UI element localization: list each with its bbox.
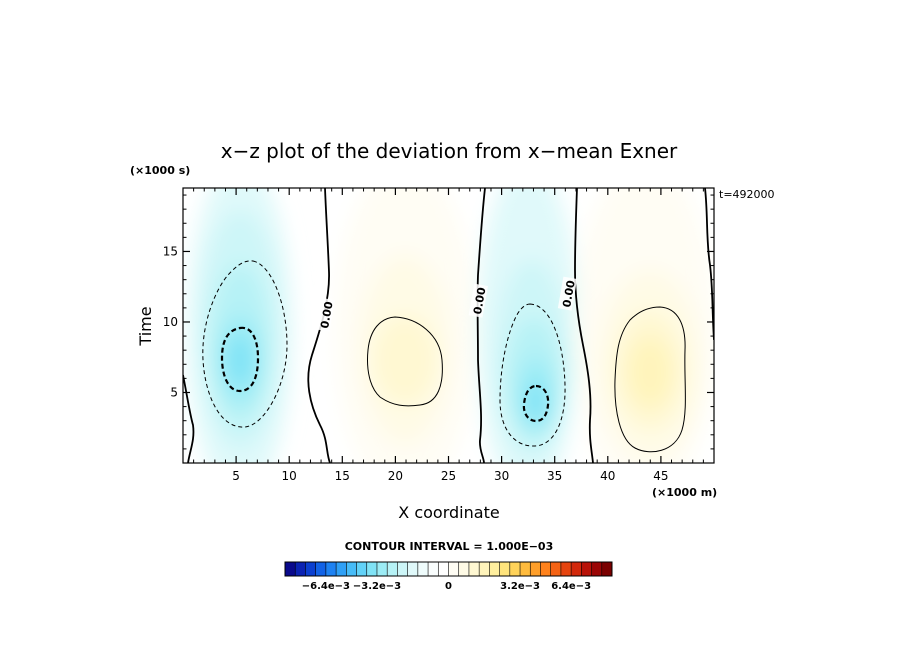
colorbar-swatch (397, 562, 408, 576)
y-unit-label: (×1000 s) (130, 164, 190, 177)
contour-neg-1a (202, 260, 288, 428)
colorbar-labels: −6.4e−3 −3.2e−3 0 3.2e−3 6.4e−3 (302, 581, 591, 592)
colorbar-swatch (571, 562, 582, 576)
colorbar-swatch (366, 562, 378, 576)
y-tick-label: 5 (170, 385, 178, 399)
colorbar-swatch (407, 562, 419, 576)
contour-pos-2 (614, 306, 686, 453)
contour-label-text: 0.00 (471, 286, 489, 315)
colorbar-swatch (479, 562, 490, 576)
contour-neg-2a (499, 303, 566, 447)
x-axis-label: X coordinate (398, 503, 499, 522)
contour-zero-2 (476, 188, 486, 463)
contour-labels: 0.00 0.00 0.00 (315, 276, 578, 332)
x-tick-label: 30 (494, 469, 509, 483)
contour-interval-text: CONTOUR INTERVAL = 1.000E−03 (345, 540, 554, 553)
colorbar-tick-label: −6.4e−3 (302, 581, 350, 592)
colorbar-swatch (468, 562, 480, 576)
contour-pos-1 (367, 316, 443, 407)
colorbar-swatch (438, 562, 449, 576)
colorbar-swatch (560, 562, 572, 576)
contour-zero-1 (307, 188, 331, 463)
colorbar-swatch (325, 562, 337, 576)
colorbar-swatch (285, 562, 296, 576)
colorbar-swatch (417, 562, 429, 576)
x-unit-label: (×1000 m) (652, 486, 717, 499)
colorbar-swatch (540, 562, 551, 576)
colorbar-tick-label: 6.4e−3 (551, 581, 591, 592)
colorbar-swatch (387, 562, 398, 576)
colorbar-swatch (581, 562, 592, 576)
colorbar-swatch (509, 562, 521, 576)
x-tick-label: 40 (600, 469, 615, 483)
x-tick-label: 45 (653, 469, 668, 483)
x-tick-label: 10 (282, 469, 297, 483)
colorbar-swatch (520, 562, 531, 576)
contour-label-3: 0.00 (557, 276, 578, 311)
colorbar-swatch (356, 562, 368, 576)
x-tick-label: 25 (441, 469, 456, 483)
colorbar-swatch (315, 562, 327, 576)
contour-label-1: 0.00 (315, 297, 336, 332)
colorbar-tick-label: 3.2e−3 (500, 581, 540, 592)
y-tick-label: 15 (163, 244, 178, 258)
contour-label-text: 0.00 (560, 279, 578, 308)
chart-title: x−z plot of the deviation from x−mean Ex… (221, 139, 678, 163)
contour-label-2: 0.00 (468, 283, 489, 318)
colorbar-swatch (601, 562, 613, 576)
colorbar-tick-label: 0 (445, 581, 452, 592)
contour-neg-2b (522, 384, 550, 423)
y-tick-label: 10 (163, 315, 178, 329)
field-shading: 0.00 0.00 0.00 (183, 188, 714, 463)
colorbar-swatch (550, 562, 562, 576)
contour-neg-1b (220, 326, 260, 393)
colorbar-swatch (305, 562, 316, 576)
x-tick-label: 20 (388, 469, 403, 483)
colorbar-swatch (530, 562, 541, 576)
colorbar-swatch (489, 562, 500, 576)
contour-label-text: 0.00 (318, 300, 336, 329)
x-tick-label: 5 (232, 469, 240, 483)
colorbar-swatch (428, 562, 439, 576)
colorbar-swatch (295, 562, 306, 576)
colorbar-swatch (346, 562, 357, 576)
colorbar-swatch (376, 562, 388, 576)
colorbar-swatch (336, 562, 347, 576)
contour-zero-edge-right (704, 188, 714, 341)
contour-zero-3 (574, 188, 594, 463)
colorbar-tick-label: −3.2e−3 (353, 581, 401, 592)
colorbar-swatch (591, 562, 603, 576)
y-axis: 5 10 15 (163, 194, 714, 450)
colorbar-swatch (458, 562, 470, 576)
time-stamp: t=492000 (719, 188, 775, 201)
colorbar (284, 561, 613, 577)
colorbar-swatch (499, 562, 511, 576)
x-tick-label: 15 (335, 469, 350, 483)
x-axis: 5 10 15 20 25 30 35 40 45 (193, 188, 704, 483)
x-tick-label: 35 (547, 469, 562, 483)
colorbar-swatch (448, 562, 460, 576)
y-axis-label: Time (136, 306, 155, 346)
